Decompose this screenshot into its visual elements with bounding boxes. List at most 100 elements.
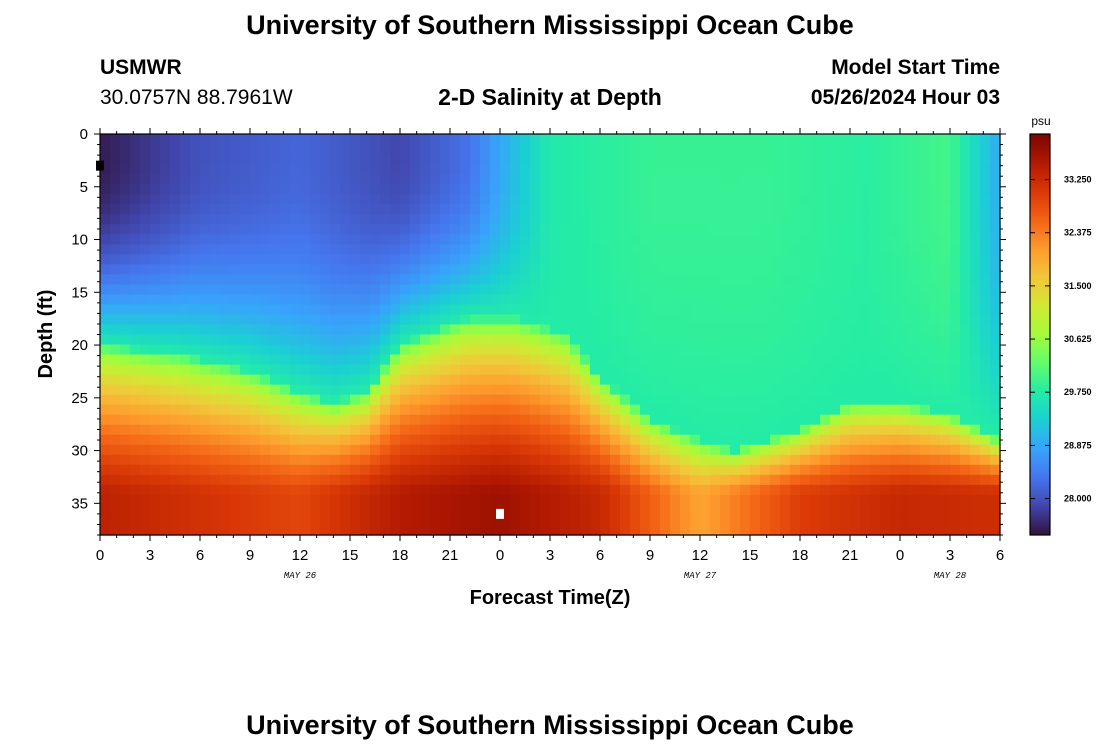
heatmap-cell (650, 294, 661, 305)
heatmap-cell (890, 435, 901, 446)
heatmap-cell (140, 335, 151, 346)
heatmap-cell (900, 154, 911, 165)
heatmap-cell (670, 445, 681, 456)
heatmap-cell (200, 314, 211, 325)
heatmap-cell (270, 515, 281, 526)
heatmap-cell (520, 505, 531, 516)
heatmap-cell (860, 164, 871, 175)
heatmap-cell (410, 174, 421, 185)
heatmap-cell (230, 345, 241, 356)
heatmap-cell (790, 515, 801, 526)
heatmap-cell (240, 495, 251, 506)
heatmap-cell (140, 355, 151, 366)
heatmap-cell (940, 525, 951, 536)
heatmap-cell (830, 335, 841, 346)
heatmap-cell (180, 355, 191, 366)
heatmap-cell (650, 465, 661, 476)
heatmap-cell (360, 314, 371, 325)
heatmap-cell (960, 345, 971, 356)
heatmap-cell (270, 134, 281, 145)
heatmap-cell (710, 164, 721, 175)
heatmap-cell (810, 415, 821, 426)
x-tick-label: 21 (442, 547, 459, 564)
heatmap-cell (170, 284, 181, 295)
heatmap-cell (510, 505, 521, 516)
heatmap-cell (390, 274, 401, 285)
heatmap-cell (270, 475, 281, 486)
heatmap-cell (340, 254, 351, 265)
heatmap-cell (460, 375, 471, 386)
heatmap-cell (440, 435, 451, 446)
heatmap-cell (360, 475, 371, 486)
heatmap-cell (460, 415, 471, 426)
heatmap-cell (240, 174, 251, 185)
heatmap-cell (450, 184, 461, 195)
heatmap-cell (390, 184, 401, 195)
heatmap-cell (590, 515, 601, 526)
heatmap-cell (780, 385, 791, 396)
heatmap-cell (230, 164, 241, 175)
heatmap-cell (350, 214, 361, 225)
heatmap-cell (440, 445, 451, 456)
heatmap-cell (630, 465, 641, 476)
heatmap-cell (220, 284, 231, 295)
heatmap-cell (160, 495, 171, 506)
heatmap-cell (470, 525, 481, 536)
heatmap-cell (630, 224, 641, 235)
heatmap-cell (630, 375, 641, 386)
heatmap-cell (160, 264, 171, 275)
heatmap-cell (610, 274, 621, 285)
heatmap-cell (940, 475, 951, 486)
heatmap-cell (130, 234, 141, 245)
heatmap-cell (650, 234, 661, 245)
heatmap-cell (550, 475, 561, 486)
heatmap-cell (200, 475, 211, 486)
heatmap-cell (530, 224, 541, 235)
heatmap-cell (120, 294, 131, 305)
heatmap-cell (570, 164, 581, 175)
heatmap-cell (360, 284, 371, 295)
heatmap-cell (110, 174, 121, 185)
heatmap-cell (890, 134, 901, 145)
heatmap-cell (860, 485, 871, 496)
heatmap-cell (400, 134, 411, 145)
heatmap-cell (710, 515, 721, 526)
heatmap-cell (400, 244, 411, 255)
heatmap-cell (170, 405, 181, 416)
heatmap-cell (480, 324, 491, 335)
heatmap-cell (100, 445, 111, 456)
heatmap-cell (760, 525, 771, 536)
heatmap-cell (200, 485, 211, 496)
heatmap-cell (230, 174, 241, 185)
x-tick-label: 9 (246, 547, 254, 564)
heatmap-cell (350, 415, 361, 426)
heatmap-cell (420, 505, 431, 516)
heatmap-cell (170, 304, 181, 315)
heatmap-cell (800, 134, 811, 145)
heatmap-cell (630, 134, 641, 145)
heatmap-cell (710, 294, 721, 305)
heatmap-cell (210, 224, 221, 235)
heatmap-cell (950, 425, 961, 436)
heatmap-cell (240, 304, 251, 315)
heatmap-cell (210, 495, 221, 506)
heatmap-cell (890, 415, 901, 426)
y-tick-label: 10 (71, 232, 88, 249)
heatmap-cell (270, 184, 281, 195)
heatmap-cell (570, 264, 581, 275)
heatmap-cell (300, 345, 311, 356)
heatmap-cell (190, 475, 201, 486)
heatmap-cell (780, 505, 791, 516)
heatmap-cell (320, 425, 331, 436)
heatmap-cell (820, 385, 831, 396)
heatmap-cell (410, 154, 421, 165)
heatmap-cell (290, 365, 301, 376)
heatmap-cell (850, 385, 861, 396)
heatmap-cell (890, 154, 901, 165)
heatmap-cell (770, 435, 781, 446)
heatmap-cell (960, 455, 971, 466)
heatmap-cell (460, 465, 471, 476)
heatmap-cell (690, 164, 701, 175)
heatmap-cell (890, 284, 901, 295)
heatmap-cell (440, 314, 451, 325)
